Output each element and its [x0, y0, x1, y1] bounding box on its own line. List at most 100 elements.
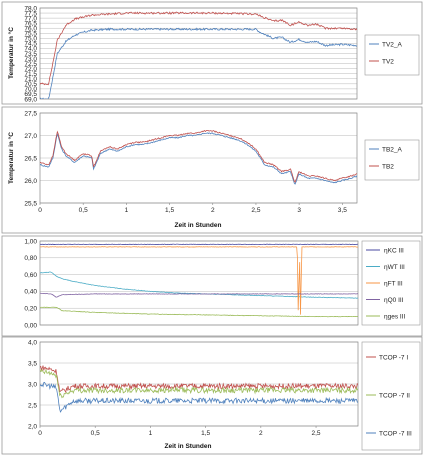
legend-label: ηKC III	[384, 247, 404, 254]
series-line-tcop-7-ii	[40, 368, 358, 399]
y-tick-label: 0,20	[24, 306, 37, 313]
panel-2-series	[40, 130, 357, 185]
series-line-tv2	[40, 11, 357, 86]
series-line-tb2	[40, 130, 357, 183]
y-tick-label: 72,0	[24, 66, 37, 73]
legend-label: TV2_A	[382, 41, 403, 48]
panel-2-plot-area	[39, 112, 358, 204]
panel-4-x-ticks: 0 0,5 1 1,5 2 2,5	[38, 426, 321, 437]
series-line-tv2-a	[40, 27, 357, 99]
panel-3-series	[40, 243, 358, 318]
panel-1-legend-entries: TV2_A TV2	[369, 41, 403, 65]
y-tick-label: 78,0	[24, 5, 37, 12]
y-tick-label: 4,0	[28, 339, 37, 346]
legend-label: TB2	[382, 163, 394, 170]
chart-panel-1: 69,069,570,070,571,071,572,072,573,073,5…	[1, 1, 423, 105]
y-tick-label: 0,00	[24, 322, 37, 329]
y-tick-label: 76,0	[24, 26, 37, 33]
legend-label: ηWT III	[384, 264, 405, 271]
y-tick-label: 72,5	[24, 61, 37, 68]
panel-4-x-axis-label: Zeit in Stunden	[165, 443, 212, 450]
legend-label: TB2_A	[382, 146, 403, 153]
panel-1-y-ticks: 69,069,570,070,571,071,572,072,573,073,5…	[24, 5, 37, 103]
panel-1-series	[40, 11, 357, 99]
series-line--ft-iii	[40, 246, 358, 315]
x-tick-label: 3,5	[338, 207, 347, 214]
panel-3-legend-entries: ηKC III ηWT III ηFT III ηQ0 III ηges III	[366, 247, 406, 320]
panel-3-frame	[1, 235, 423, 337]
y-tick-label: 3,0	[28, 381, 37, 388]
x-tick-label: 0,5	[91, 430, 100, 437]
y-tick-label: 3,5	[28, 360, 37, 367]
legend-label: TCOP -7 III	[379, 430, 412, 437]
y-tick-label: 27,5	[24, 110, 37, 117]
y-tick-label: 70,5	[24, 81, 37, 88]
x-tick-label: 0	[38, 207, 42, 214]
x-tick-label: 2	[211, 207, 215, 214]
y-tick-label: 0,80	[24, 255, 37, 262]
x-tick-label: 0	[38, 430, 42, 437]
series-line-tcop-7-i	[40, 365, 358, 394]
legend-label: TCOP -7 I	[379, 354, 408, 361]
panel-3-y-ticks: 0,00 0,20 0,40 0,60 0,80 1,00	[24, 238, 37, 329]
chart-panel-2: 25,5 26,0 26,5 27,0 27,5 0 0,5 1 1,5 2 2,5 3 3,5 Te…	[1, 106, 423, 234]
y-tick-label: 71,0	[24, 76, 37, 83]
y-tick-label: 77,5	[24, 10, 37, 17]
series-line-tcop-7-iii	[40, 381, 358, 413]
y-tick-label: 74,0	[24, 46, 37, 53]
y-tick-label: 69,0	[24, 96, 37, 103]
panel-4-legend-entries: TCOP -7 I TCOP -7 II TCOP -7 III	[366, 354, 412, 437]
y-tick-label: 2,5	[28, 402, 37, 409]
series-line--ges-iii	[40, 306, 358, 318]
x-tick-label: 0,5	[79, 207, 88, 214]
y-tick-label: 73,0	[24, 56, 37, 63]
series-line-tb2-a	[40, 132, 357, 185]
panel-1-y-axis-label: Temperatur in °C	[7, 27, 15, 79]
x-tick-label: 1	[149, 430, 153, 437]
legend-label: ηges III	[384, 313, 406, 320]
legend-label: TV2	[382, 58, 394, 65]
panel-4-series	[40, 365, 358, 413]
y-tick-label: 25,5	[24, 200, 37, 207]
y-tick-label: 75,5	[24, 31, 37, 38]
panel-4-frame	[1, 336, 423, 455]
panel-2-y-ticks: 25,5 26,0 26,5 27,0 27,5	[24, 110, 37, 207]
panel-4-y-ticks: 2,0 2,5 3,0 3,5 4,0	[28, 339, 37, 430]
x-tick-label: 2	[259, 430, 263, 437]
x-tick-label: 3	[297, 207, 301, 214]
y-tick-label: 74,5	[24, 41, 37, 48]
y-tick-label: 73,5	[24, 51, 37, 58]
panel-3-plot-area	[39, 240, 359, 326]
panel-2-x-ticks: 0 0,5 1 1,5 2 2,5 3 3,5	[38, 203, 347, 214]
y-tick-label: 2,0	[28, 423, 37, 430]
panel-2-legend-entries: TB2_A TB2	[369, 146, 403, 170]
y-tick-label: 26,5	[24, 155, 37, 162]
panel-1-frame	[1, 1, 423, 105]
y-tick-label: 76,5	[24, 20, 37, 27]
y-tick-label: 77,0	[24, 15, 37, 22]
y-tick-label: 26,0	[24, 178, 37, 185]
panel-2-x-axis-label: Zeit in Stunden	[175, 222, 222, 229]
y-tick-label: 0,60	[24, 272, 37, 279]
panel-1-legend	[364, 34, 420, 76]
x-tick-label: 2,5	[312, 430, 321, 437]
y-tick-label: 70,0	[24, 86, 37, 93]
panel-2-frame	[1, 106, 423, 234]
legend-label: TCOP -7 II	[379, 392, 410, 399]
legend-label: ηQ0 III	[384, 297, 404, 304]
y-tick-label: 75,0	[24, 36, 37, 43]
panel-4-legend	[361, 341, 421, 451]
panel-2-legend	[364, 139, 420, 181]
legend-label: ηFT III	[384, 280, 403, 287]
y-tick-label: 0,40	[24, 289, 37, 296]
x-tick-label: 1	[125, 207, 129, 214]
x-tick-label: 2,5	[251, 207, 260, 214]
x-tick-label: 1,5	[165, 207, 174, 214]
panel-2-y-axis-label: Temperatur in °C	[7, 132, 15, 184]
x-tick-label: 1,5	[201, 430, 210, 437]
panel-1-plot-area	[39, 7, 358, 100]
y-tick-label: 71,5	[24, 71, 37, 78]
y-tick-label: 1,00	[24, 238, 37, 245]
